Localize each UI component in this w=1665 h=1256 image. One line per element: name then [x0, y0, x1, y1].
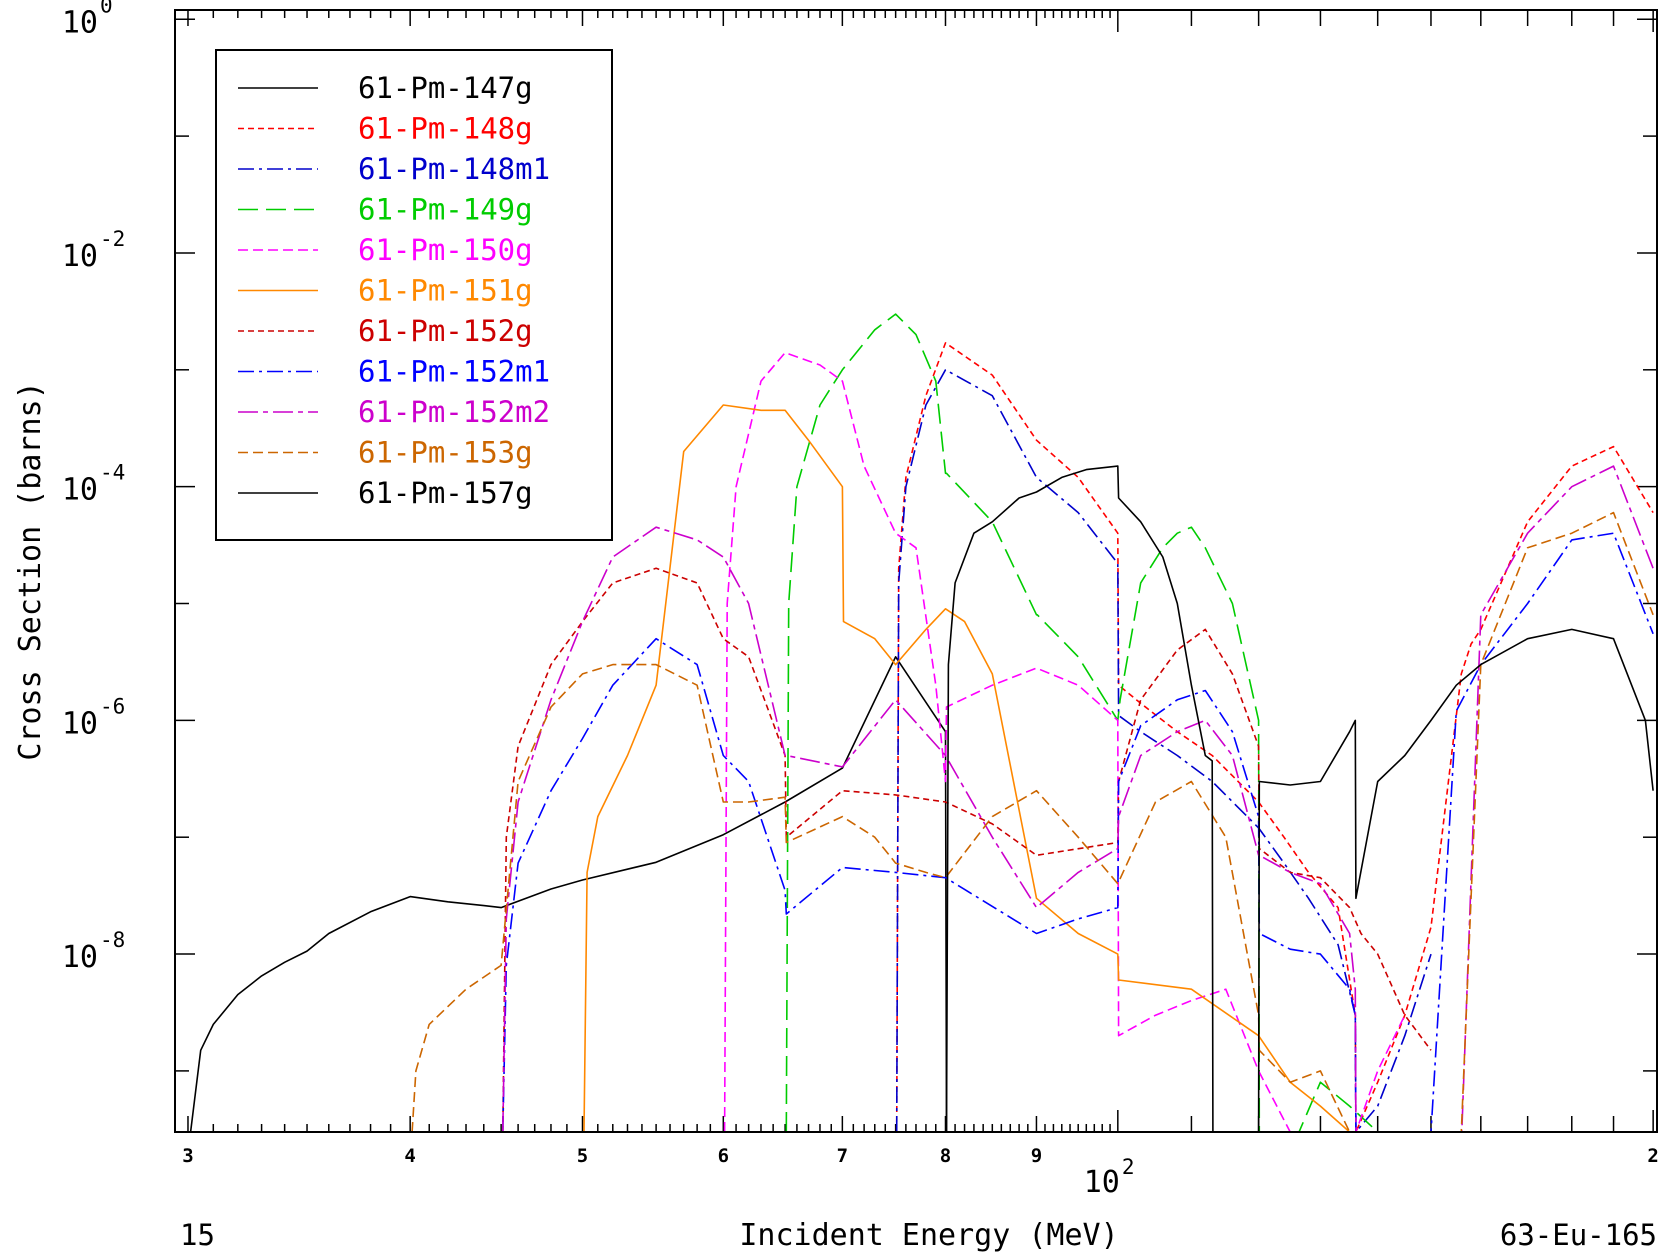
legend: 61-Pm-147g 61-Pm-148g 61-Pm-148m1 61-Pm-149… [215, 49, 613, 541]
y-tick-label: 10 -6 [62, 694, 125, 741]
series-line-61-pm-153g [411, 511, 1654, 1132]
series-line-61-pm-149g [785, 313, 1379, 1132]
x-tick-label: 9 [1031, 1145, 1042, 1167]
x-tick-label-decade: 10 2 [1084, 1155, 1135, 1200]
x-tick-label: 7 [837, 1145, 848, 1167]
footer-left-label: 15 [180, 1218, 215, 1252]
series-line-61-pm-150g [723, 351, 1406, 1132]
x-tick-label: 4 [404, 1145, 415, 1167]
series-line-61-pm-152m1 [502, 532, 1654, 1132]
x-tick-label: 6 [718, 1145, 729, 1167]
legend-label: 61-Pm-148m1 [358, 152, 550, 186]
y-tick-label: 10 -8 [62, 928, 125, 975]
legend-label: 61-Pm-152m1 [358, 355, 550, 389]
legend-label: 61-Pm-147g [358, 71, 533, 105]
y-tick-label-exponent: -4 [100, 461, 125, 485]
y-tick-label-exponent: -6 [100, 694, 125, 718]
legend-label: 61-Pm-150g [358, 233, 533, 267]
y-tick-label-exponent: -2 [100, 227, 125, 251]
y-axis-title: Cross Section (barns) [13, 381, 48, 760]
x-tick-label: 2 [1647, 1145, 1658, 1167]
x-tick-label-decade-base: 10 [1084, 1165, 1120, 1200]
series-line-61-pm-157g [945, 465, 1654, 1132]
legend-label: 61-Pm-151g [358, 274, 533, 308]
series-line-61-pm-148g [895, 342, 1654, 1132]
series-line-61-pm-147g [189, 655, 948, 1132]
y-tick-label: 10 0 [62, 0, 113, 40]
y-tick-label: 10 -2 [62, 227, 125, 274]
legend-label: 61-Pm-152m2 [358, 395, 550, 429]
legend-label: 61-Pm-148g [358, 112, 533, 146]
y-tick-label-base: 10 [62, 5, 98, 40]
legend-box [215, 49, 613, 541]
legend-label: 61-Pm-157g [358, 476, 533, 510]
legend-label: 61-Pm-152g [358, 314, 533, 348]
x-tick-label: 3 [182, 1145, 193, 1167]
series-lines [189, 313, 1654, 1132]
y-tick-label-base: 10 [62, 473, 98, 508]
x-tick-label: 5 [577, 1145, 588, 1167]
series-line-61-pm-148m1 [895, 368, 1432, 1132]
legend-label: 61-Pm-149g [358, 193, 533, 227]
x-axis-title: Incident Energy (MeV) [739, 1218, 1118, 1253]
y-tick-label-exponent: 0 [100, 0, 113, 17]
footer-right-label: 63-Eu-165 [1500, 1218, 1657, 1252]
x-tick-label-decade-exponent: 2 [1122, 1155, 1135, 1179]
x-tick-labels: 3 4 5 6 7 8 9 210 2 [182, 1145, 1659, 1200]
y-tick-label-base: 10 [62, 239, 98, 274]
y-tick-label-base: 10 [62, 940, 98, 975]
y-tick-label-base: 10 [62, 706, 98, 741]
series-line-61-pm-152g [502, 567, 1432, 1132]
legend-label: 61-Pm-153g [358, 436, 533, 470]
series-line-61-pm-152m2 [502, 465, 1654, 1132]
y-tick-label-exponent: -8 [100, 928, 125, 952]
x-tick-label: 8 [940, 1145, 951, 1167]
y-tick-label: 10 -4 [62, 461, 125, 508]
axis-ticks [175, 10, 1657, 1132]
series-line-61-pm-151g [583, 404, 1351, 1132]
plot-frame [174, 9, 1658, 1133]
